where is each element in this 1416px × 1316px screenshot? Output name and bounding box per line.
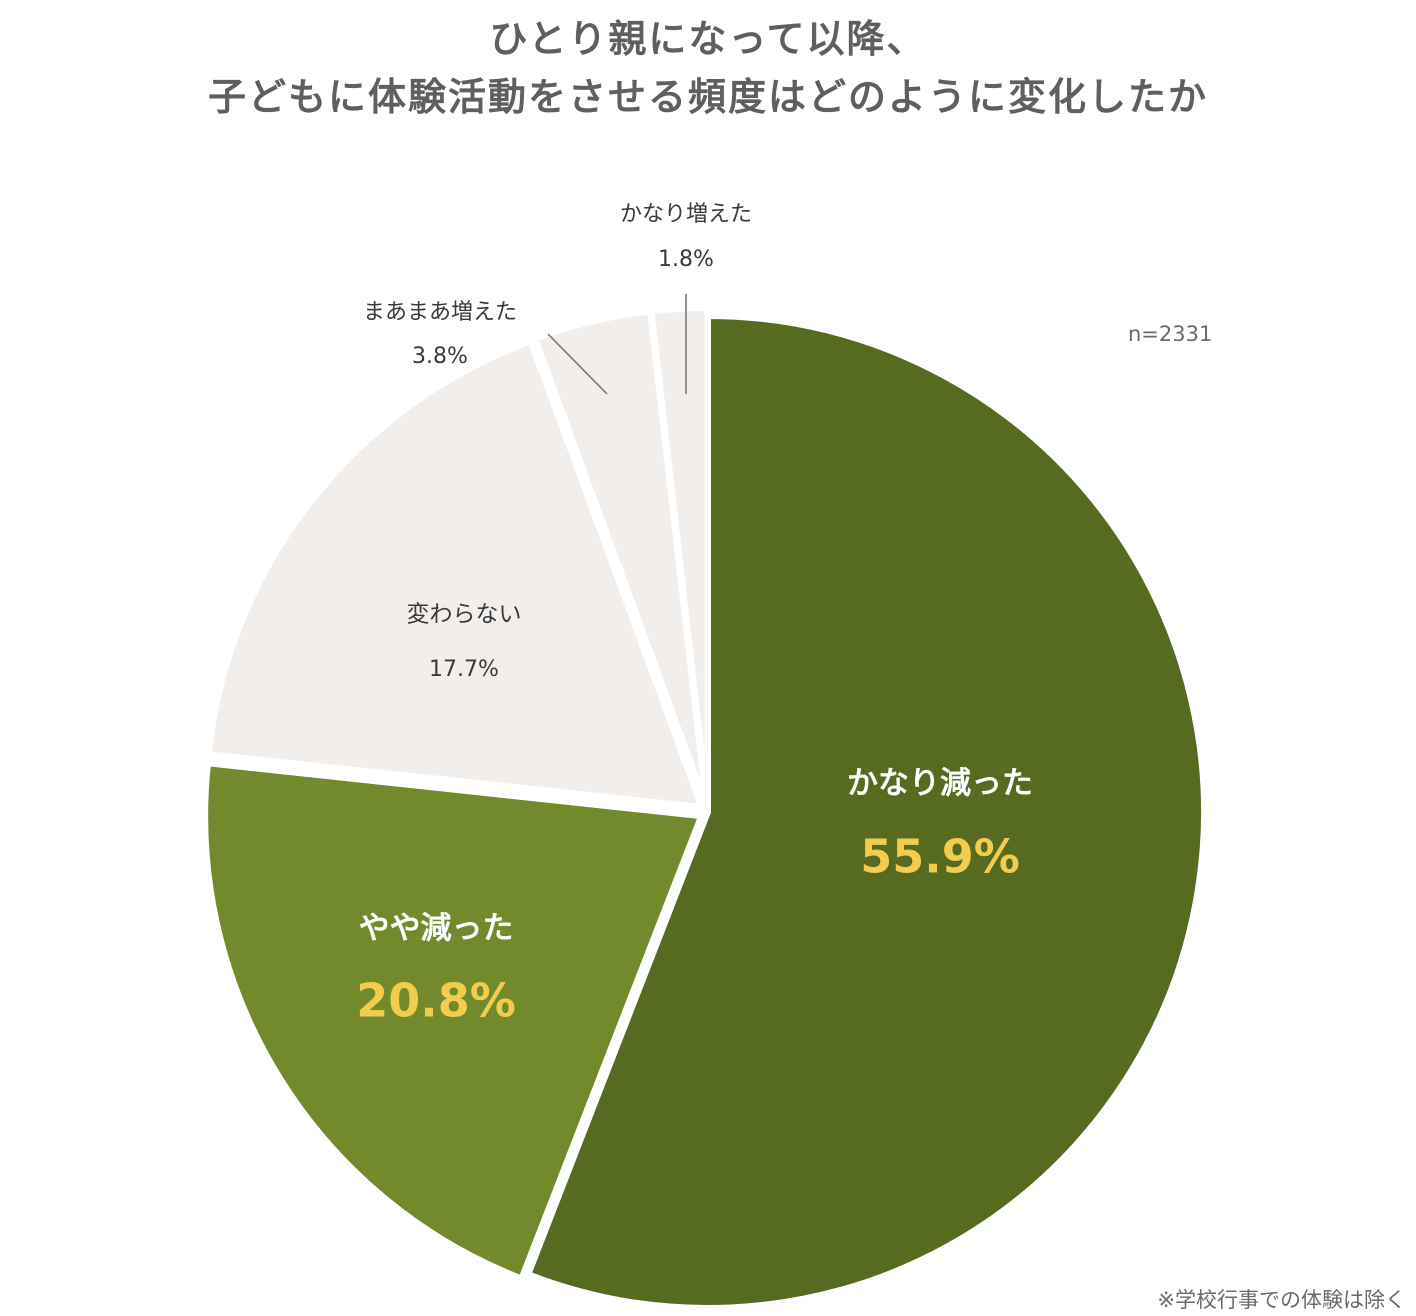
chart-title-line-1: ひとり親になって以降、 bbox=[489, 17, 927, 61]
pie-slice-1 bbox=[525, 313, 1207, 1311]
sample-size-label: n=2331 bbox=[1128, 322, 1213, 346]
slice-value-1: 55.9% bbox=[860, 830, 1020, 884]
slice-label-1: かなり減った bbox=[847, 766, 1033, 802]
slice-value-4: 3.8% bbox=[412, 344, 468, 369]
slice-label-2: やや減った bbox=[359, 911, 514, 947]
slice-label-5: かなり増えた bbox=[620, 202, 752, 227]
chart-title: ひとり親になって以降、 子どもに体験活動をさせる頻度はどのように変化したか bbox=[0, 10, 1416, 126]
leader-line-4 bbox=[547, 333, 608, 395]
slice-label-4: まあまあ増えた bbox=[363, 300, 517, 325]
pie-slice-5 bbox=[648, 305, 711, 808]
footnote: ※学校行事での体験は除く bbox=[1157, 1288, 1406, 1312]
slice-value-2: 20.8% bbox=[356, 974, 516, 1028]
pie-slice-2 bbox=[202, 760, 705, 1282]
slice-value-3: 17.7% bbox=[429, 657, 499, 682]
slice-label-3: 変わらない bbox=[407, 602, 522, 628]
chart-title-line-2: 子どもに体験活動をさせる頻度はどのように変化したか bbox=[207, 75, 1208, 119]
pie-slice-3 bbox=[205, 338, 705, 811]
slice-value-5: 1.8% bbox=[658, 247, 714, 272]
